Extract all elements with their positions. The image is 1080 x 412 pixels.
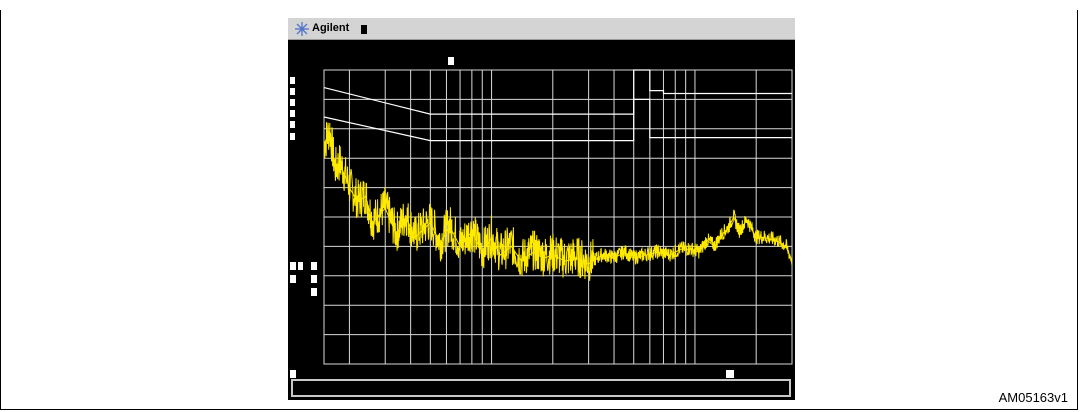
spectrum-plot (290, 57, 793, 378)
title-marker (361, 25, 367, 34)
brand-name: Agilent (312, 22, 350, 34)
limit-lines (323, 69, 792, 142)
trace-series (323, 122, 793, 281)
top-strip (0, 0, 1080, 10)
analyzer-title-bar: Agilent (288, 18, 795, 40)
status-bar (291, 379, 791, 397)
figure-frame (0, 10, 1078, 410)
limit-line (323, 69, 792, 115)
limit-line (323, 98, 792, 142)
starburst-icon (295, 22, 309, 36)
screen-annotation-marks (290, 57, 734, 378)
figure-id: AM05163v1 (998, 390, 1068, 405)
trace-line (323, 122, 793, 281)
spectrum-analyzer-screen: Agilent (288, 18, 795, 400)
